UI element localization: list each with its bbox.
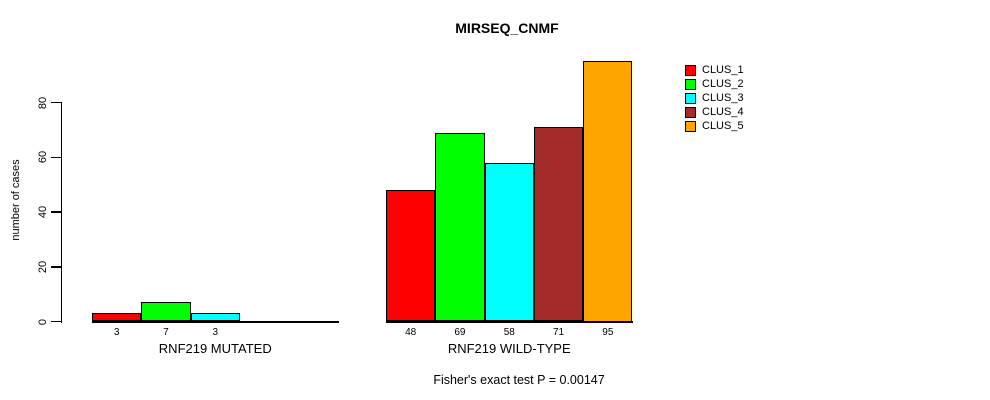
legend: CLUS_1 CLUS_2 CLUS_3 CLUS_4 CLUS_5 (685, 64, 744, 133)
legend-swatch (685, 65, 696, 77)
bar-value-label: 69 (454, 327, 466, 338)
legend-swatch (685, 79, 696, 91)
y-axis-tick (51, 156, 62, 158)
y-axis-tick (51, 101, 62, 104)
bar (435, 132, 485, 322)
legend-row: CLUS_2 (685, 78, 744, 92)
bar (190, 313, 240, 322)
bar (533, 127, 584, 322)
legend-label: CLUS_3 (702, 91, 744, 104)
group-label: RNF219 MUTATED (158, 341, 272, 356)
legend-swatch (685, 120, 696, 132)
legend-row: CLUS_1 (685, 64, 744, 78)
bar (92, 313, 142, 322)
legend-label: CLUS_2 (702, 78, 744, 91)
legend-row: CLUS_4 (685, 105, 744, 119)
legend-label: CLUS_1 (702, 64, 744, 77)
annotation-text: Fisher's exact test P = 0.00147 (433, 373, 605, 387)
bar-value-label: 3 (212, 327, 219, 338)
group-label: RNF219 WILD-TYPE (447, 341, 571, 356)
group-baseline (386, 321, 633, 323)
bar (141, 302, 191, 322)
y-axis-tick-label: 0 (37, 318, 49, 325)
bar-value-label: 58 (503, 327, 515, 338)
legend-swatch (685, 106, 696, 118)
legend-label: CLUS_4 (702, 105, 744, 118)
bar-value-label: 3 (113, 327, 120, 338)
bar-value-label: 7 (163, 327, 169, 338)
y-axis-tick (51, 266, 62, 268)
chart-title: MIRSEQ_CNMF (455, 20, 559, 36)
y-axis-tick (51, 320, 62, 323)
y-axis-tick-label: 20 (37, 260, 49, 273)
y-axis-tick-label: 80 (37, 96, 49, 109)
group-baseline (92, 321, 339, 323)
y-axis-tick-label: 40 (37, 205, 49, 219)
y-axis-tick (51, 211, 62, 213)
legend-label: CLUS_5 (702, 119, 744, 132)
bar (583, 61, 633, 322)
legend-row: CLUS_5 (685, 119, 744, 133)
bar (386, 190, 436, 322)
y-axis-tick-label: 60 (37, 151, 49, 164)
bar-value-label: 48 (405, 327, 417, 338)
bar-value-label: 71 (552, 327, 565, 338)
legend-swatch (685, 92, 696, 104)
bar (484, 162, 534, 322)
bar-value-label: 95 (602, 327, 614, 338)
y-axis-label: number of cases (10, 159, 22, 241)
legend-row: CLUS_3 (685, 92, 744, 106)
